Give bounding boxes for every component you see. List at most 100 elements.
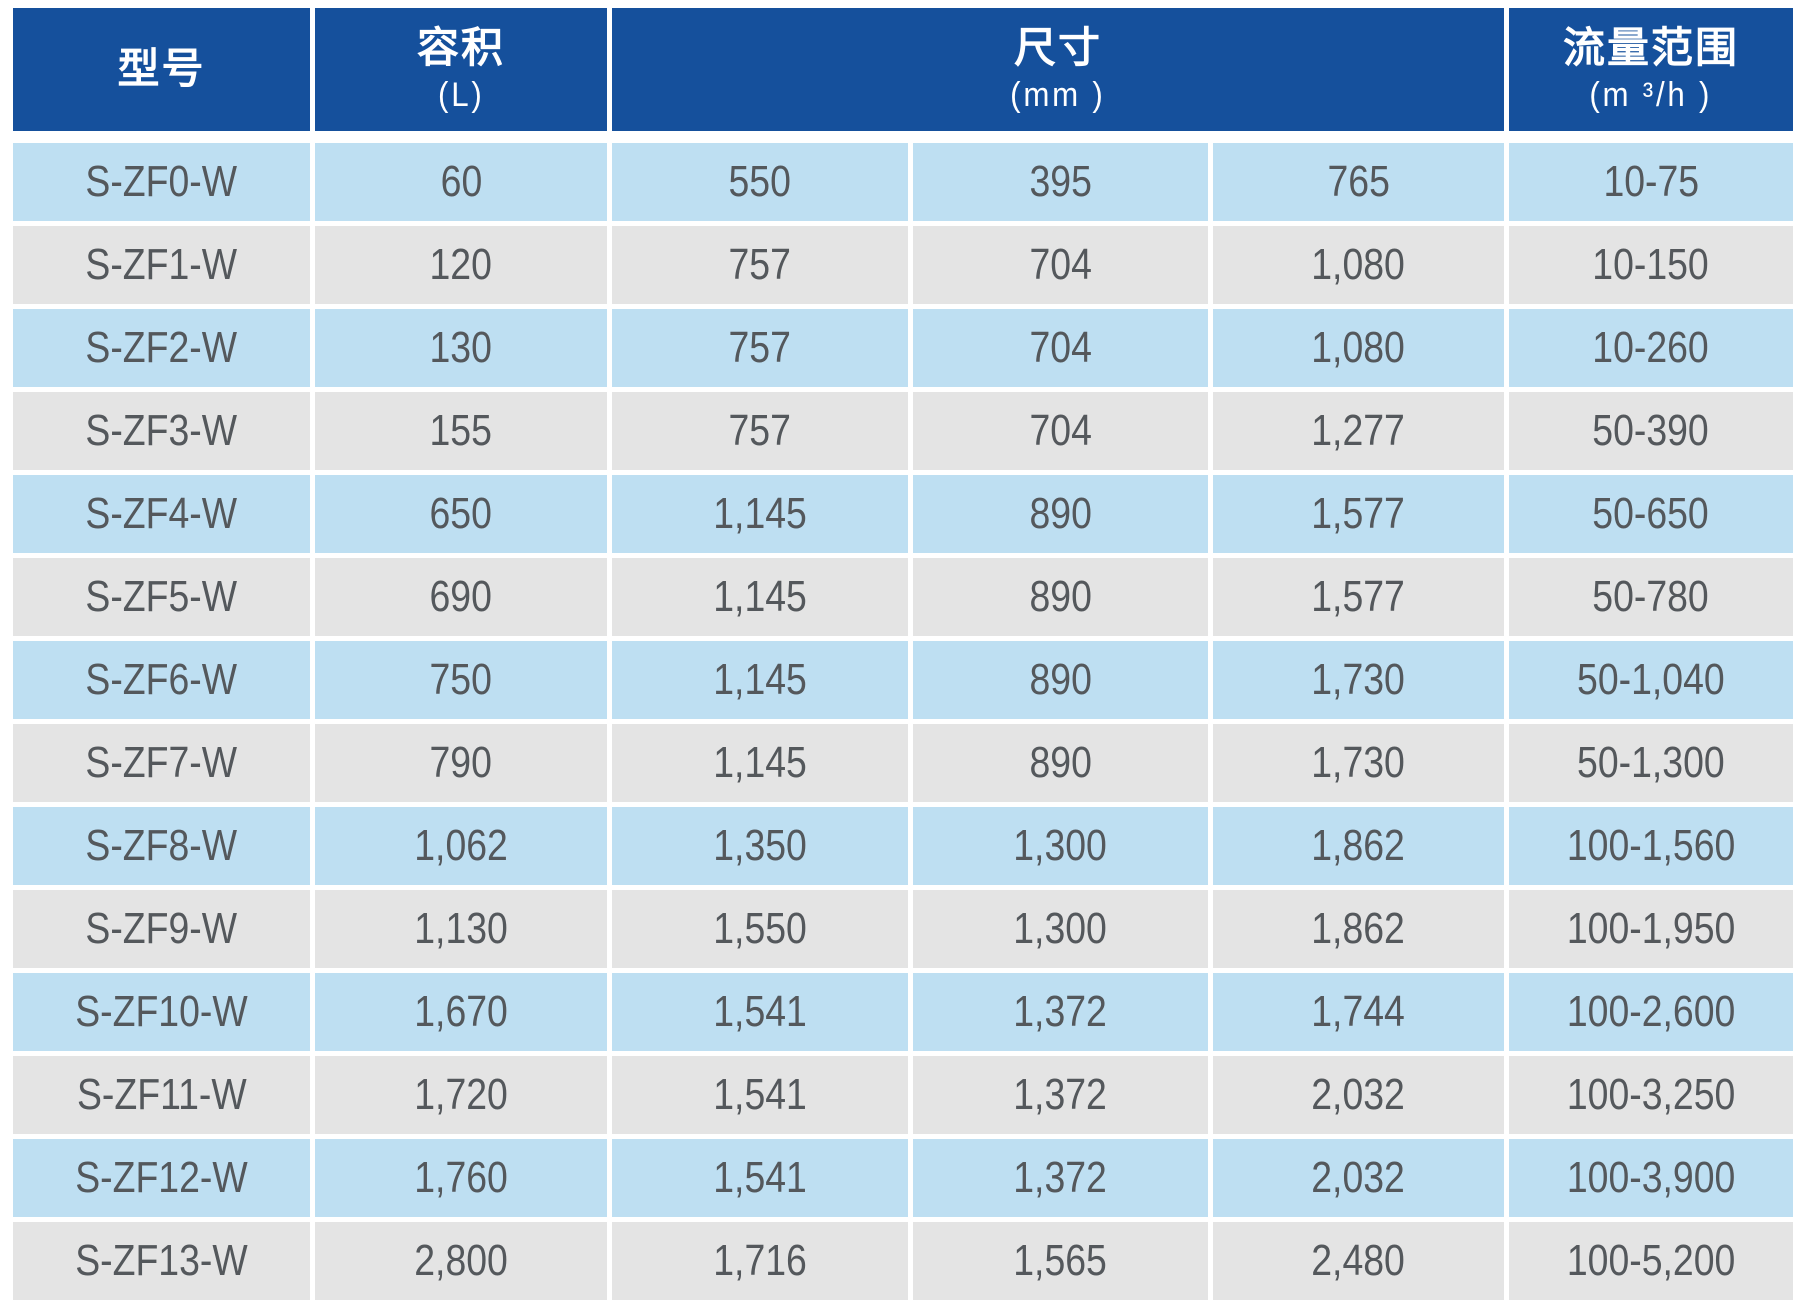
model-cell: S-ZF7-W	[13, 724, 310, 802]
flow-range-value: 100-3,900	[1566, 1153, 1736, 1202]
dimension-width-value: 1,350	[713, 821, 807, 870]
model-value: S-ZF5-W	[85, 572, 238, 621]
volume-value: 750	[429, 655, 493, 704]
dimension-height-value: 1,730	[1311, 738, 1406, 787]
dimension-width-cell: 1,350	[612, 807, 908, 885]
model-value: S-ZF10-W	[75, 987, 248, 1036]
volume-value: 690	[429, 572, 493, 621]
dimension-height-value: 1,730	[1311, 655, 1406, 704]
flow-range-cell: 100-2,600	[1509, 973, 1793, 1051]
dimension-width-value: 757	[728, 406, 792, 455]
model-value: S-ZF1-W	[85, 240, 238, 289]
dimension-height-cell: 2,032	[1213, 1056, 1504, 1134]
flow-range-value: 50-1,040	[1577, 655, 1725, 704]
model-value: S-ZF13-W	[75, 1236, 248, 1285]
flow-range-value: 50-780	[1592, 572, 1710, 621]
dimension-height-value: 1,744	[1311, 987, 1406, 1036]
dimension-width-cell: 757	[612, 226, 908, 304]
model-cell: S-ZF12-W	[13, 1139, 310, 1217]
dimension-height-value: 2,032	[1311, 1153, 1406, 1202]
flow-range-cell: 50-650	[1509, 475, 1793, 553]
dimension-depth-cell: 890	[913, 641, 1208, 719]
dimension-depth-value: 704	[1029, 323, 1092, 372]
dimension-depth-cell: 1,300	[913, 890, 1208, 968]
dimension-height-value: 1,080	[1311, 240, 1406, 289]
dimension-width-cell: 1,541	[612, 973, 908, 1051]
dimension-height-cell: 2,032	[1213, 1139, 1504, 1217]
dimension-depth-cell: 1,372	[913, 973, 1208, 1051]
volume-cell: 650	[315, 475, 607, 553]
volume-value: 2,800	[414, 1236, 508, 1285]
dimension-width-value: 1,145	[713, 738, 807, 787]
volume-cell: 1,130	[315, 890, 607, 968]
dimension-height-cell: 1,730	[1213, 641, 1504, 719]
dimension-height-value: 1,577	[1311, 572, 1406, 621]
header-flow-range-unit: (m ³/h )	[1589, 76, 1713, 115]
volume-value: 790	[429, 738, 493, 787]
flow-range-cell: 100-3,900	[1509, 1139, 1793, 1217]
dimension-height-value: 1,577	[1311, 489, 1406, 538]
dimension-width-value: 757	[728, 240, 792, 289]
header-dimensions-title: 尺寸	[1013, 23, 1102, 71]
volume-value: 60	[440, 157, 482, 206]
header-model-title: 型号	[117, 45, 206, 93]
flow-range-cell: 100-1,950	[1509, 890, 1793, 968]
dimension-depth-cell: 1,565	[913, 1222, 1208, 1300]
header-volume-title: 容积	[416, 23, 505, 71]
dimension-height-value: 1,862	[1311, 821, 1406, 870]
volume-value: 1,760	[414, 1153, 508, 1202]
flow-range-value: 50-390	[1592, 406, 1710, 455]
flow-range-cell: 50-1,040	[1509, 641, 1793, 719]
dimension-width-cell: 550	[612, 143, 908, 221]
header-volume: 容积 (L)	[315, 8, 607, 131]
dimension-height-cell: 1,862	[1213, 890, 1504, 968]
dimension-width-cell: 1,145	[612, 724, 908, 802]
dimension-width-value: 1,716	[713, 1236, 807, 1285]
dimension-depth-value: 1,300	[1013, 821, 1108, 870]
dimension-width-cell: 1,145	[612, 641, 908, 719]
model-cell: S-ZF1-W	[13, 226, 310, 304]
dimension-width-value: 757	[728, 323, 792, 372]
dimension-height-value: 2,032	[1311, 1070, 1406, 1119]
dimension-depth-cell: 1,372	[913, 1139, 1208, 1217]
flow-range-value: 100-1,560	[1566, 821, 1736, 870]
model-cell: S-ZF6-W	[13, 641, 310, 719]
flow-range-value: 50-1,300	[1577, 738, 1725, 787]
volume-value: 120	[429, 240, 493, 289]
dimension-height-cell: 765	[1213, 143, 1504, 221]
dimension-depth-cell: 395	[913, 143, 1208, 221]
dimension-width-value: 1,145	[713, 572, 807, 621]
header-flow-range: 流量范围 (m ³/h )	[1509, 8, 1793, 131]
dimension-depth-cell: 1,300	[913, 807, 1208, 885]
flow-range-cell: 100-5,200	[1509, 1222, 1793, 1300]
dimension-depth-cell: 890	[913, 475, 1208, 553]
dimension-width-value: 1,541	[713, 1070, 807, 1119]
dimension-width-cell: 1,145	[612, 475, 908, 553]
model-value: S-ZF11-W	[76, 1070, 247, 1119]
volume-cell: 155	[315, 392, 607, 470]
dimension-depth-value: 704	[1029, 406, 1092, 455]
flow-range-cell: 100-1,560	[1509, 807, 1793, 885]
dimension-depth-cell: 704	[913, 309, 1208, 387]
model-cell: S-ZF9-W	[13, 890, 310, 968]
flow-range-cell: 10-75	[1509, 143, 1793, 221]
dimension-height-value: 1,080	[1311, 323, 1406, 372]
volume-cell: 1,062	[315, 807, 607, 885]
dimension-height-cell: 1,080	[1213, 309, 1504, 387]
model-value: S-ZF8-W	[85, 821, 238, 870]
model-cell: S-ZF4-W	[13, 475, 310, 553]
dimension-width-value: 1,541	[713, 987, 807, 1036]
volume-cell: 2,800	[315, 1222, 607, 1300]
dimension-width-cell: 1,550	[612, 890, 908, 968]
dimension-width-value: 1,145	[713, 489, 807, 538]
flow-range-value: 100-2,600	[1566, 987, 1736, 1036]
flow-range-value: 100-5,200	[1566, 1236, 1736, 1285]
volume-cell: 690	[315, 558, 607, 636]
flow-range-value: 100-1,950	[1566, 904, 1736, 953]
volume-value: 1,062	[414, 821, 508, 870]
header-volume-unit: (L)	[437, 76, 485, 115]
dimension-width-cell: 1,541	[612, 1056, 908, 1134]
dimension-depth-value: 1,300	[1013, 904, 1108, 953]
model-cell: S-ZF8-W	[13, 807, 310, 885]
dimension-width-value: 1,550	[713, 904, 807, 953]
